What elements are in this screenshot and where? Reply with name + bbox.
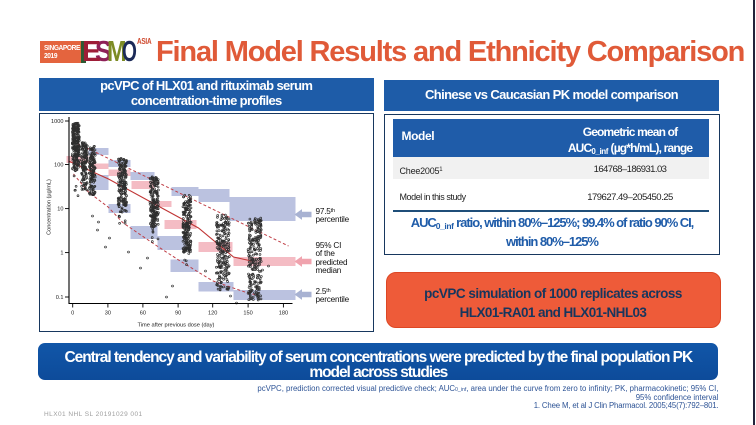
svg-text:1000: 1000 (51, 119, 63, 125)
svg-text:150: 150 (243, 311, 252, 317)
svg-text:60: 60 (139, 311, 145, 317)
svg-text:10: 10 (57, 207, 63, 213)
svg-text:1: 1 (60, 251, 63, 257)
svg-text:100: 100 (54, 163, 63, 169)
svg-text:0: 0 (71, 311, 74, 317)
svg-text:Time after previous dose (day): Time after previous dose (day) (137, 322, 214, 328)
svg-text:180: 180 (278, 311, 287, 317)
svg-text:0.1: 0.1 (55, 295, 63, 301)
svg-text:90: 90 (174, 311, 180, 317)
svg-text:120: 120 (208, 311, 217, 317)
svg-text:30: 30 (104, 311, 110, 317)
svg-text:Concentration (µg/mL): Concentration (µg/mL) (46, 179, 52, 235)
